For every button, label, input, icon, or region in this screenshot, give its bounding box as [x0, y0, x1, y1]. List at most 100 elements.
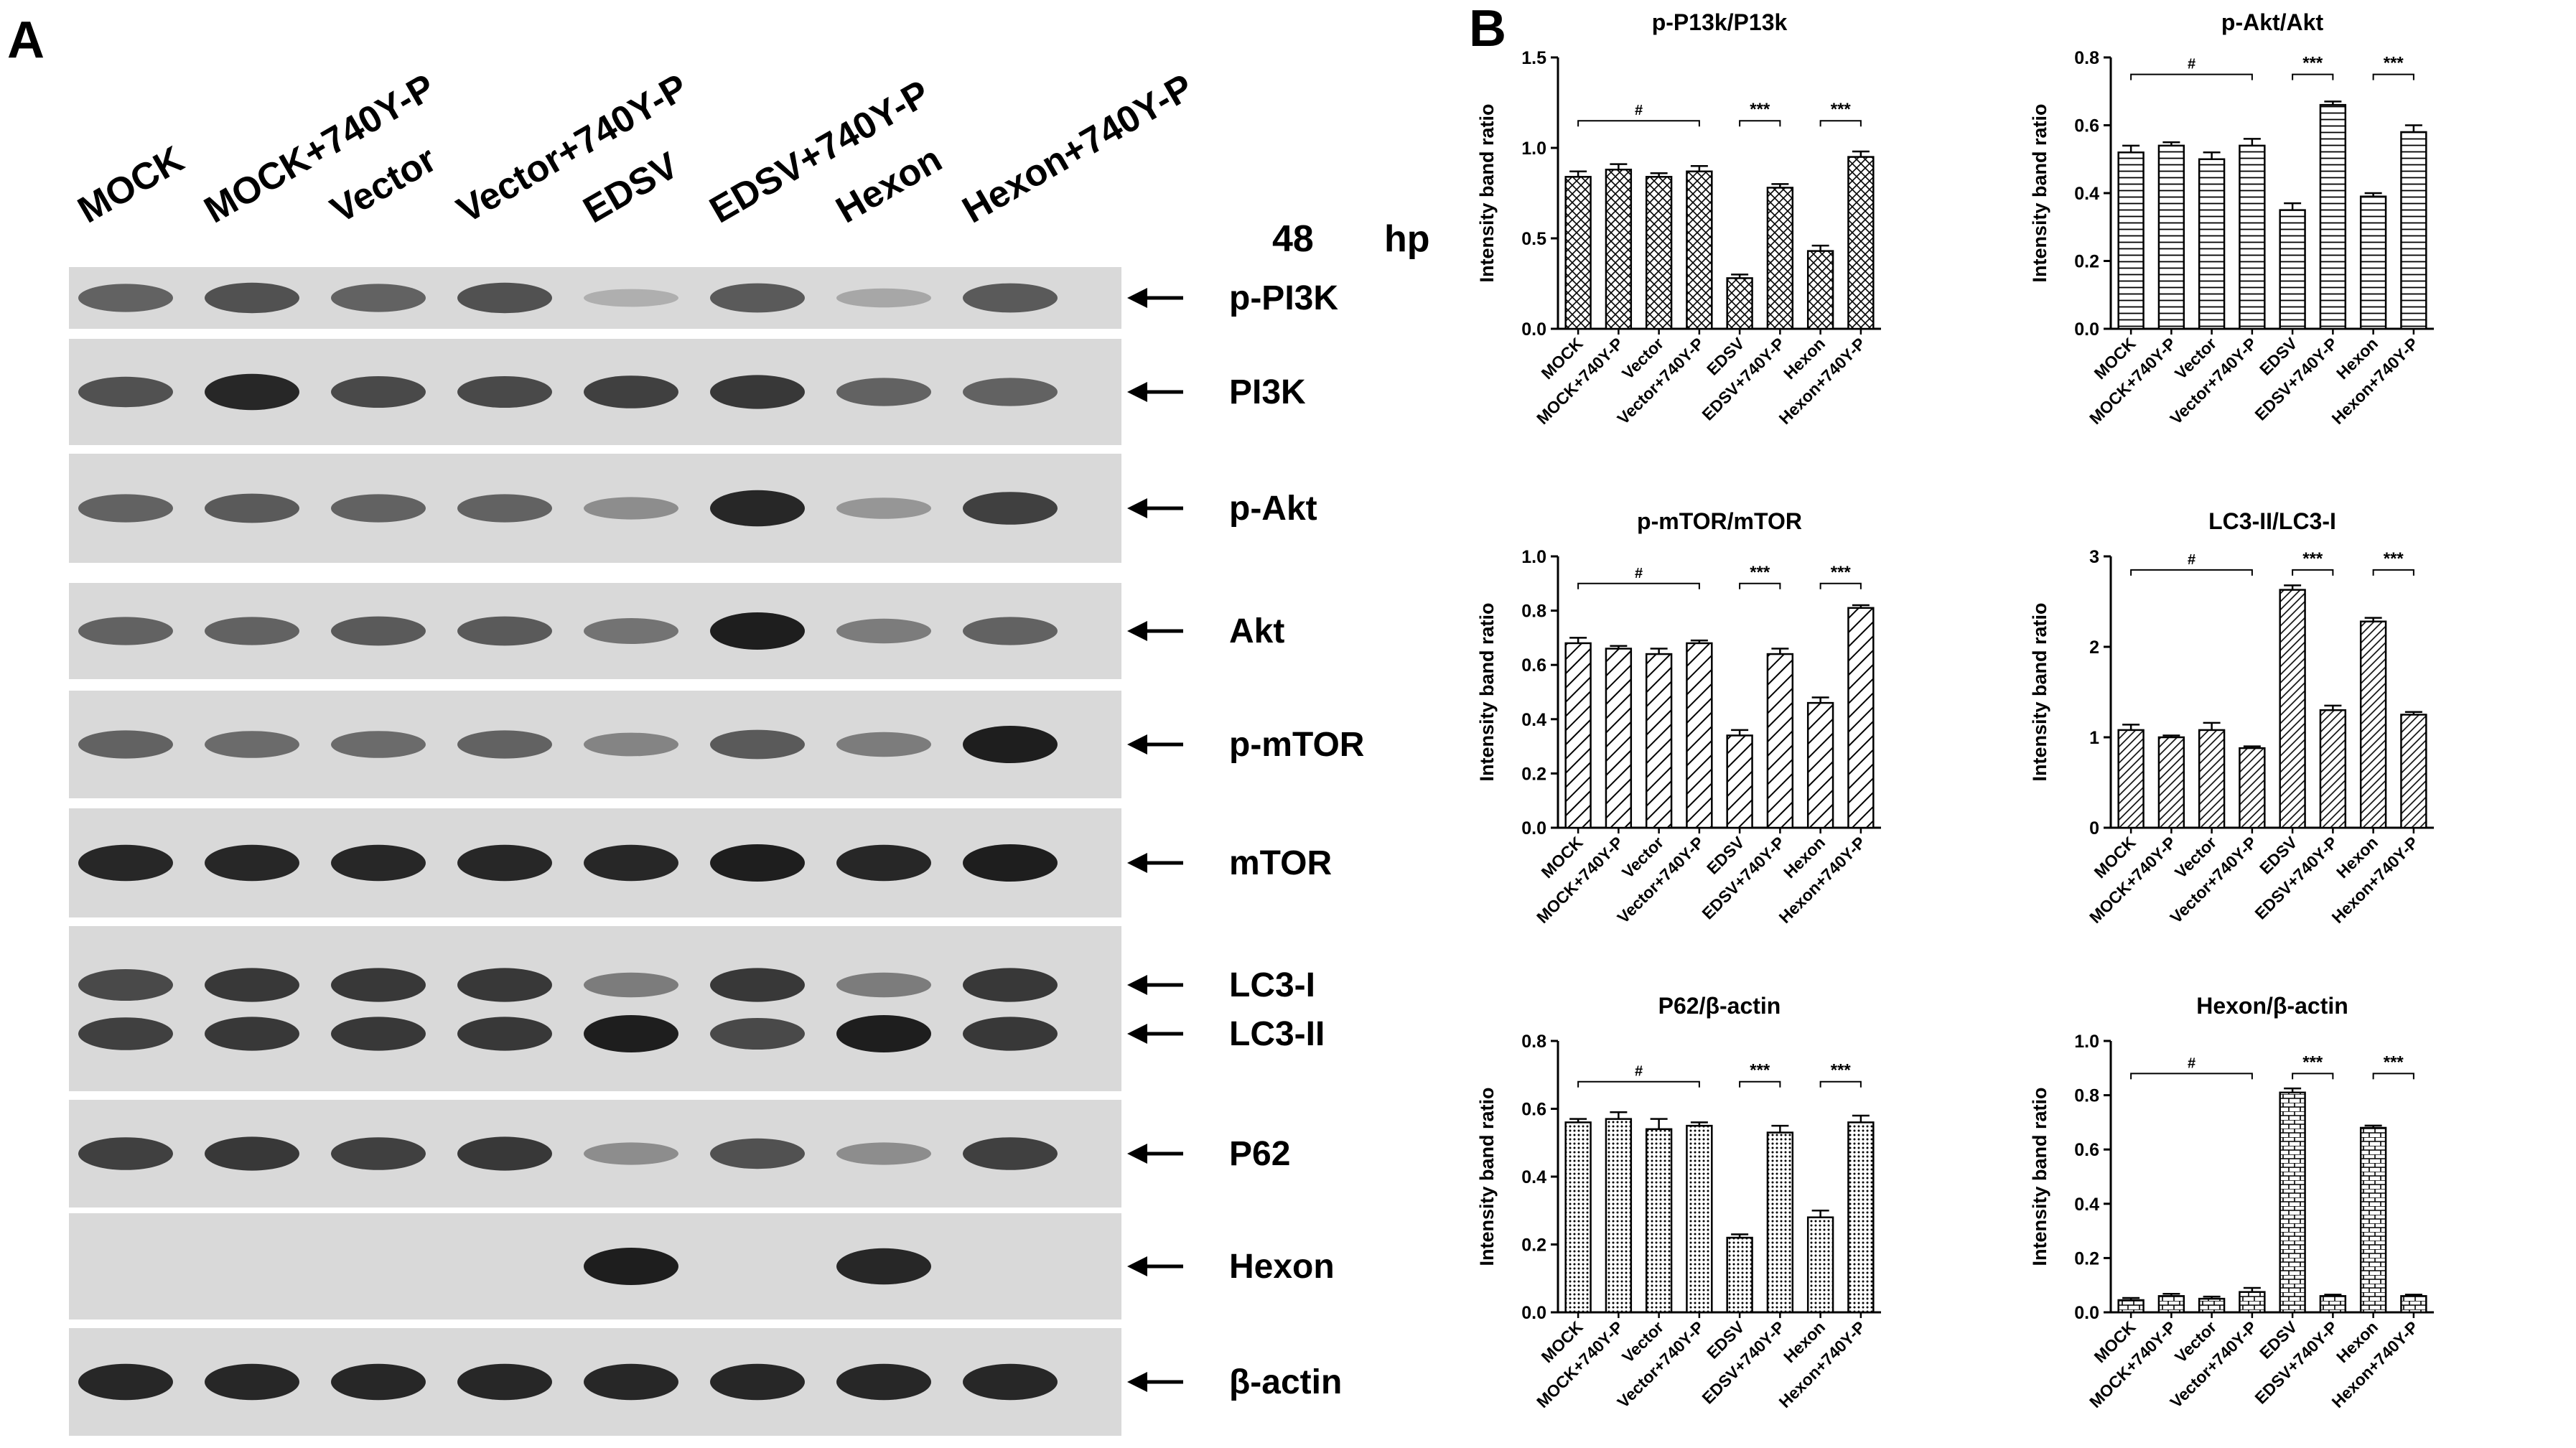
y-tick-label: 0.2 [1521, 764, 1546, 784]
bar [2157, 1295, 2185, 1314]
bar [2400, 714, 2427, 829]
bar [1605, 648, 1633, 829]
blot-band [836, 1142, 931, 1165]
bar [1686, 1124, 1713, 1314]
y-tick-label: 0.0 [2074, 319, 2099, 340]
bar-chart: P62/β-actin Intensity band ratio 0.0 0.2 0.4… [1476, 993, 1881, 1411]
significance-bracket [2292, 1073, 2334, 1080]
blot-band [205, 282, 299, 314]
blot-band [78, 730, 173, 759]
significance-label: *** [2302, 549, 2323, 569]
blot-band [457, 616, 552, 646]
blot-band [963, 617, 1058, 645]
arrow-icon [1127, 288, 1147, 308]
bar [2319, 103, 2347, 330]
blot-band [710, 729, 805, 760]
y-tick-label: 0.2 [2074, 1248, 2099, 1269]
blot-band [963, 1137, 1058, 1170]
significance-bracket [1739, 1080, 1781, 1088]
lane-label: MOCK [71, 139, 191, 232]
blot-band [331, 1363, 426, 1401]
y-tick-label: 0.2 [1521, 1236, 1546, 1256]
protein-label: Akt [1229, 612, 1284, 650]
blot-band [205, 373, 299, 411]
significance-bracket [1819, 582, 1862, 589]
significance-label: *** [2302, 1052, 2323, 1072]
bar [2117, 151, 2145, 330]
significance-bracket [1739, 582, 1781, 589]
bar [2198, 729, 2226, 829]
y-axis-label: Intensity band ratio [2029, 602, 2050, 781]
blot-band [331, 731, 426, 758]
blot-band [205, 968, 299, 1002]
blot-band [836, 498, 931, 519]
bar [2279, 1091, 2306, 1314]
blot-band [963, 283, 1058, 313]
significance-bracket [2372, 1073, 2414, 1080]
y-tick-label: 0.4 [1521, 1167, 1546, 1187]
blot-band [710, 612, 805, 650]
blot-band [836, 732, 931, 757]
western-blot-panel: A 48 hpi MOCKMOCK+740Y-PVectorVector+740… [7, 11, 1440, 1436]
significance-bracket [2130, 569, 2253, 576]
significance-bracket [1819, 1080, 1862, 1088]
bar [1564, 642, 1592, 829]
blot-band [331, 1137, 426, 1170]
y-tick-label: 0.6 [2074, 1140, 2099, 1160]
y-axis-label: Intensity band ratio [2029, 1087, 2050, 1266]
y-tick-label: 3 [2089, 547, 2099, 567]
blot-band [331, 376, 426, 408]
bar [1766, 653, 1794, 829]
significance-label: # [1635, 566, 1643, 581]
blot-band [836, 618, 931, 644]
significance-bracket [1739, 120, 1781, 127]
bar [2319, 709, 2347, 829]
blot-band [457, 494, 552, 523]
bar [2279, 589, 2306, 829]
bar [1806, 701, 1834, 829]
protein-label: mTOR [1229, 844, 1332, 882]
bar [1806, 1216, 1834, 1314]
significance-label: *** [2384, 549, 2404, 569]
significance-label: # [2188, 57, 2195, 73]
y-tick-label: 1.0 [1521, 139, 1546, 159]
blot-band [963, 726, 1058, 763]
y-tick-label: 0.4 [2074, 184, 2099, 204]
blot-band [584, 289, 678, 307]
y-axis-label: Intensity band ratio [2029, 103, 2050, 282]
significance-bracket [1577, 120, 1700, 127]
blot-band [331, 968, 426, 1002]
lane-label: EDSV+740Y-P [703, 73, 937, 232]
bar-chart: p-P13k/P13k Intensity band ratio 0.0 0.5 1.0… [1476, 9, 1881, 428]
bar [1726, 277, 1753, 330]
panel-b-letter: B [1469, 0, 1506, 57]
bar [2239, 1291, 2266, 1314]
blot-band [205, 617, 299, 645]
blot-band [78, 376, 173, 408]
blot-band [836, 972, 931, 998]
blot-band [205, 731, 299, 758]
protein-label: Hexon [1229, 1248, 1335, 1286]
blot-band [584, 844, 678, 882]
y-tick-label: 0.2 [2074, 252, 2099, 272]
y-tick-label: 0.8 [2074, 1086, 2099, 1106]
blot-band [963, 968, 1058, 1002]
blot-band [963, 1017, 1058, 1051]
bar [1806, 250, 1834, 330]
bar [2157, 144, 2185, 330]
significance-bracket [2372, 569, 2414, 576]
bar [2359, 1126, 2387, 1314]
blot-band [710, 1363, 805, 1401]
protein-label: p-Akt [1229, 490, 1317, 528]
y-tick-label: 0.8 [1521, 602, 1546, 622]
blot-band [584, 1142, 678, 1165]
blot-band [457, 730, 552, 759]
y-tick-label: 0.8 [1521, 1032, 1546, 1052]
blot-band [205, 1136, 299, 1171]
blot-band [584, 972, 678, 998]
y-tick-label: 0.0 [2074, 1303, 2099, 1323]
blot-band [584, 618, 678, 644]
blot-strip [69, 926, 1121, 1091]
bar [1605, 168, 1633, 330]
